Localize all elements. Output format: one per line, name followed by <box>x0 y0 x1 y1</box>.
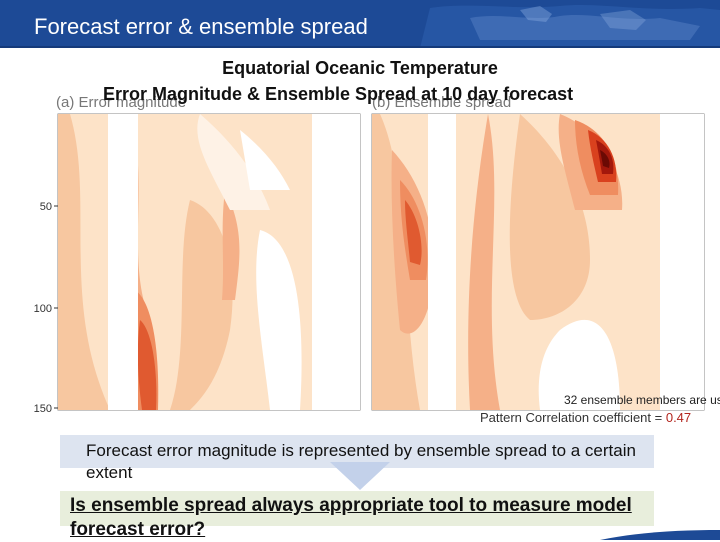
slide-header-bar: Forecast error & ensemble spread <box>0 0 720 48</box>
correlation-label: Pattern Correlation coefficient = <box>480 410 666 425</box>
panel-b-contours <box>372 114 704 410</box>
y-tick-150: 150 <box>34 403 52 415</box>
correlation-value: 0.47 <box>665 410 692 425</box>
corner-decoration <box>600 530 720 540</box>
pattern-correlation-caption: Pattern Correlation coefficient = 0.47 <box>480 410 691 425</box>
y-tick-100: 100 <box>34 303 52 315</box>
question-box <box>60 491 654 526</box>
down-arrow-icon <box>330 462 390 490</box>
ensemble-members-note: 32 ensemble members are us <box>564 393 720 407</box>
figure-title: Equatorial Oceanic Temperature <box>222 58 498 78</box>
y-tick-50: 50 <box>40 201 52 213</box>
slide-title: Forecast error & ensemble spread <box>34 14 368 39</box>
panel-b-label: (b) Ensemble spread <box>372 94 511 111</box>
question-text: Is ensemble spread always appropriate to… <box>70 495 632 540</box>
panel-a-label: (a) Error magnitude <box>56 94 186 111</box>
panel-a-contours <box>58 114 360 410</box>
figure-subtitle: Error Magnitude & Ensemble Spread at 10 … <box>103 84 574 104</box>
world-map-graphic <box>0 0 720 48</box>
y-axis: 50 100 150 <box>34 201 58 415</box>
contour-figure: (a) Error magnitude (b) Ensemble spread … <box>34 94 705 415</box>
statement-text: Forecast error magnitude is represented … <box>86 441 636 482</box>
